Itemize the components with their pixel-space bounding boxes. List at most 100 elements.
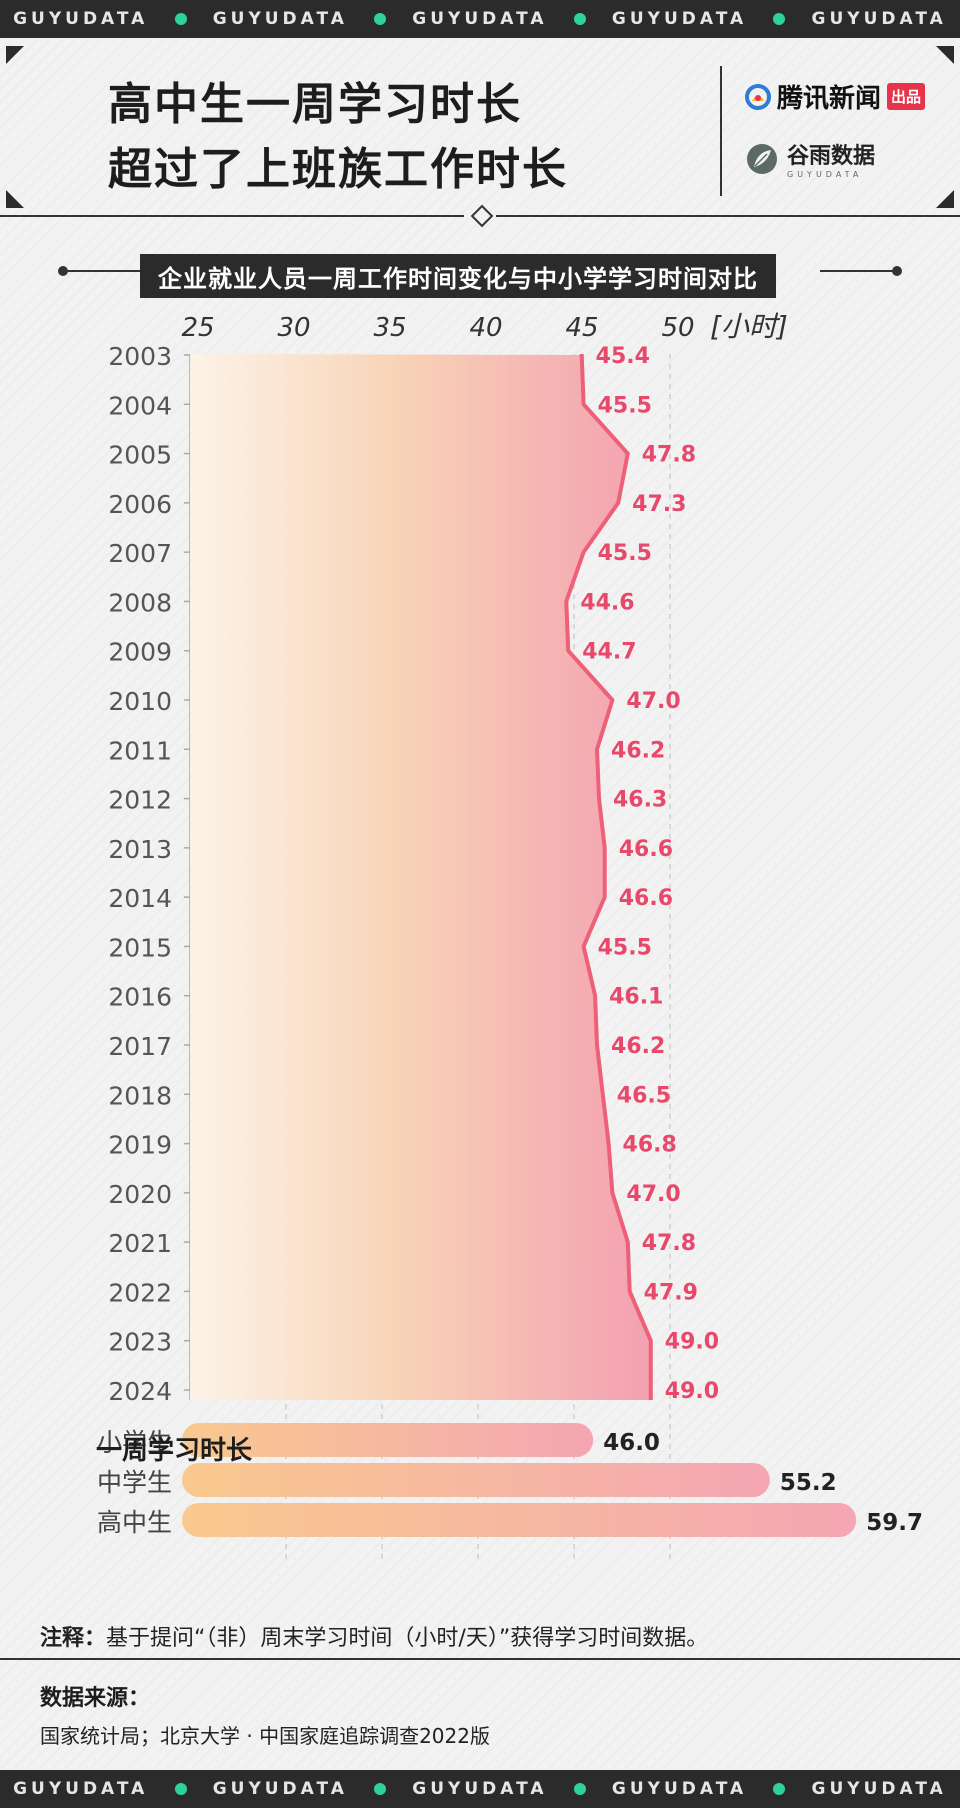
work-hours-value-label: 46.8 — [623, 1133, 677, 1158]
work-hours-value-label: 47.3 — [632, 492, 686, 517]
year-label: 2008 — [108, 588, 172, 617]
strip-dot-icon — [773, 1783, 786, 1795]
brand2-sub: GUYUDATA — [787, 170, 863, 179]
x-unit-label: [小时] — [710, 310, 788, 343]
footnote-text: 基于提问“（非）周末学习时间（小时/天）”获得学习时间数据。 — [106, 1626, 709, 1651]
work-hours-value-label: 46.2 — [611, 1034, 665, 1059]
work-hours-value-label: 49.0 — [665, 1379, 719, 1404]
strip-label: GUYUDATA — [611, 1779, 748, 1799]
work-hours-value-label: 46.3 — [613, 788, 667, 813]
subtitle-rule-right — [820, 270, 896, 272]
strip-dot-icon — [773, 13, 786, 25]
subtitle-dot-right — [892, 266, 902, 276]
x-tick-label: 40 — [469, 313, 502, 343]
brand1-tag: 出品 — [887, 83, 926, 110]
bottom-brand-strip: GUYUDATA GUYUDATA GUYUDATA GUYUDATA GUYU… — [0, 1770, 960, 1808]
year-label: 2005 — [108, 441, 172, 470]
header: 高中生一周学习时长 超过了上班族工作时长 腾讯新闻 出品 谷雨数据 GUYUDA… — [0, 38, 960, 216]
infographic-panel: 高中生一周学习时长 超过了上班族工作时长 腾讯新闻 出品 谷雨数据 GUYUDA… — [0, 38, 960, 1770]
year-label: 2003 — [108, 342, 172, 371]
strip-label: GUYUDATA — [611, 9, 748, 29]
work-hours-value-label: 44.7 — [582, 640, 636, 665]
work-hours-value-label: 49.0 — [665, 1330, 719, 1355]
year-label: 2004 — [108, 391, 172, 420]
work-hours-value-label: 47.8 — [642, 443, 696, 468]
strip-label: GUYUDATA — [811, 9, 947, 29]
work-hours-value-label: 46.1 — [609, 985, 663, 1010]
work-hours-value-label: 47.0 — [626, 689, 680, 714]
x-tick-label: 35 — [373, 313, 406, 343]
year-label: 2017 — [108, 1032, 172, 1061]
year-label: 2014 — [108, 884, 172, 913]
work-hours-value-label: 45.5 — [598, 393, 652, 418]
x-tick-label: 45 — [565, 313, 598, 343]
work-hours-value-label: 44.6 — [580, 590, 634, 615]
top-brand-strip: GUYUDATA GUYUDATA GUYUDATA GUYUDATA GUYU… — [0, 0, 960, 38]
strip-dot-icon — [374, 1783, 387, 1795]
strip-label: GUYUDATA — [212, 1779, 348, 1799]
strip-label: GUYUDATA — [13, 1779, 149, 1799]
bar-category-label: 小学生 — [97, 1428, 172, 1457]
x-tick-label: 25 — [181, 313, 214, 343]
strip-label: GUYUDATA — [13, 9, 149, 29]
strip-label: GUYUDATA — [811, 1779, 947, 1799]
subtitle-rule-left — [62, 270, 152, 272]
source-text: 国家统计局；北京大学 · 中国家庭追踪调查2022版 — [40, 1724, 490, 1748]
header-rule-left — [0, 215, 464, 217]
strip-dot-icon — [174, 1783, 187, 1795]
work-hours-value-label: 46.6 — [619, 837, 673, 862]
bar-category-label: 高中生 — [97, 1508, 172, 1537]
work-hours-value-label: 45.5 — [598, 541, 652, 566]
year-label: 2009 — [108, 638, 172, 667]
work-hours-value-label: 47.0 — [626, 1182, 680, 1207]
bar-value-label: 46.0 — [603, 1430, 660, 1456]
work-hours-value-label: 47.8 — [642, 1231, 696, 1256]
tencent-news-icon — [745, 83, 771, 110]
year-label: 2013 — [108, 835, 172, 864]
work-hours-area — [190, 354, 651, 1400]
x-tick-label: 30 — [277, 313, 310, 343]
guyu-leaf-icon — [747, 143, 777, 174]
work-hours-value-label: 46.5 — [617, 1083, 671, 1108]
strip-dot-icon — [573, 13, 586, 25]
year-label: 2006 — [108, 490, 172, 519]
work-hours-value-label: 46.2 — [611, 738, 665, 763]
x-tick-label: 50 — [661, 313, 694, 343]
footnote-label: 注释： — [40, 1626, 107, 1651]
bar-value-label: 55.2 — [780, 1470, 837, 1496]
bar-category-label: 中学生 — [97, 1468, 172, 1497]
year-label: 2024 — [108, 1377, 172, 1406]
work-hours-line — [564, 353, 653, 1400]
year-label: 2007 — [108, 539, 172, 568]
strip-label: GUYUDATA — [412, 1779, 548, 1799]
strip-label: GUYUDATA — [412, 9, 548, 29]
work-hours-value-label: 47.9 — [644, 1280, 698, 1305]
year-label: 2023 — [108, 1328, 172, 1357]
work-hours-chart: 25 30 35 40 45 50 [小时] 2003 2004 2005 2006 2007 200… — [97, 310, 923, 1560]
year-label: 2012 — [108, 786, 172, 815]
year-label: 2020 — [108, 1180, 172, 1209]
source-divider — [0, 1658, 960, 1660]
corner-marks — [6, 46, 954, 208]
guyu-data-logo: 谷雨数据 GUYUDATA — [745, 138, 875, 179]
work-hours-value-label: 46.6 — [619, 886, 673, 911]
study-hours-bar — [182, 1503, 857, 1537]
year-label: 2021 — [108, 1229, 172, 1258]
source-label: 数据来源： — [40, 1686, 151, 1711]
brand2-name: 谷雨数据 — [787, 144, 876, 169]
footnote: 注释：基于提问“（非）周末学习时间（小时/天）”获得学习时间数据。 — [40, 1620, 708, 1652]
study-hours-bar — [182, 1423, 594, 1457]
year-label: 2018 — [108, 1081, 172, 1110]
bar-chart-title: 一周学习时长 — [96, 1436, 253, 1466]
strip-dot-icon — [374, 13, 387, 25]
year-label: 2016 — [108, 983, 172, 1012]
strip-dot-icon — [174, 13, 187, 25]
work-hours-value-label: 45.4 — [596, 344, 650, 369]
strip-dot-icon — [573, 1783, 586, 1795]
brand1-name: 腾讯新闻 — [777, 84, 882, 114]
study-hours-bar — [182, 1463, 770, 1497]
page-title-line1: 高中生一周学习时长 — [108, 79, 522, 130]
bar-value-label: 59.7 — [866, 1510, 923, 1536]
tencent-news-logo: 腾讯新闻 出品 — [745, 78, 926, 115]
header-rule-right — [496, 215, 960, 217]
